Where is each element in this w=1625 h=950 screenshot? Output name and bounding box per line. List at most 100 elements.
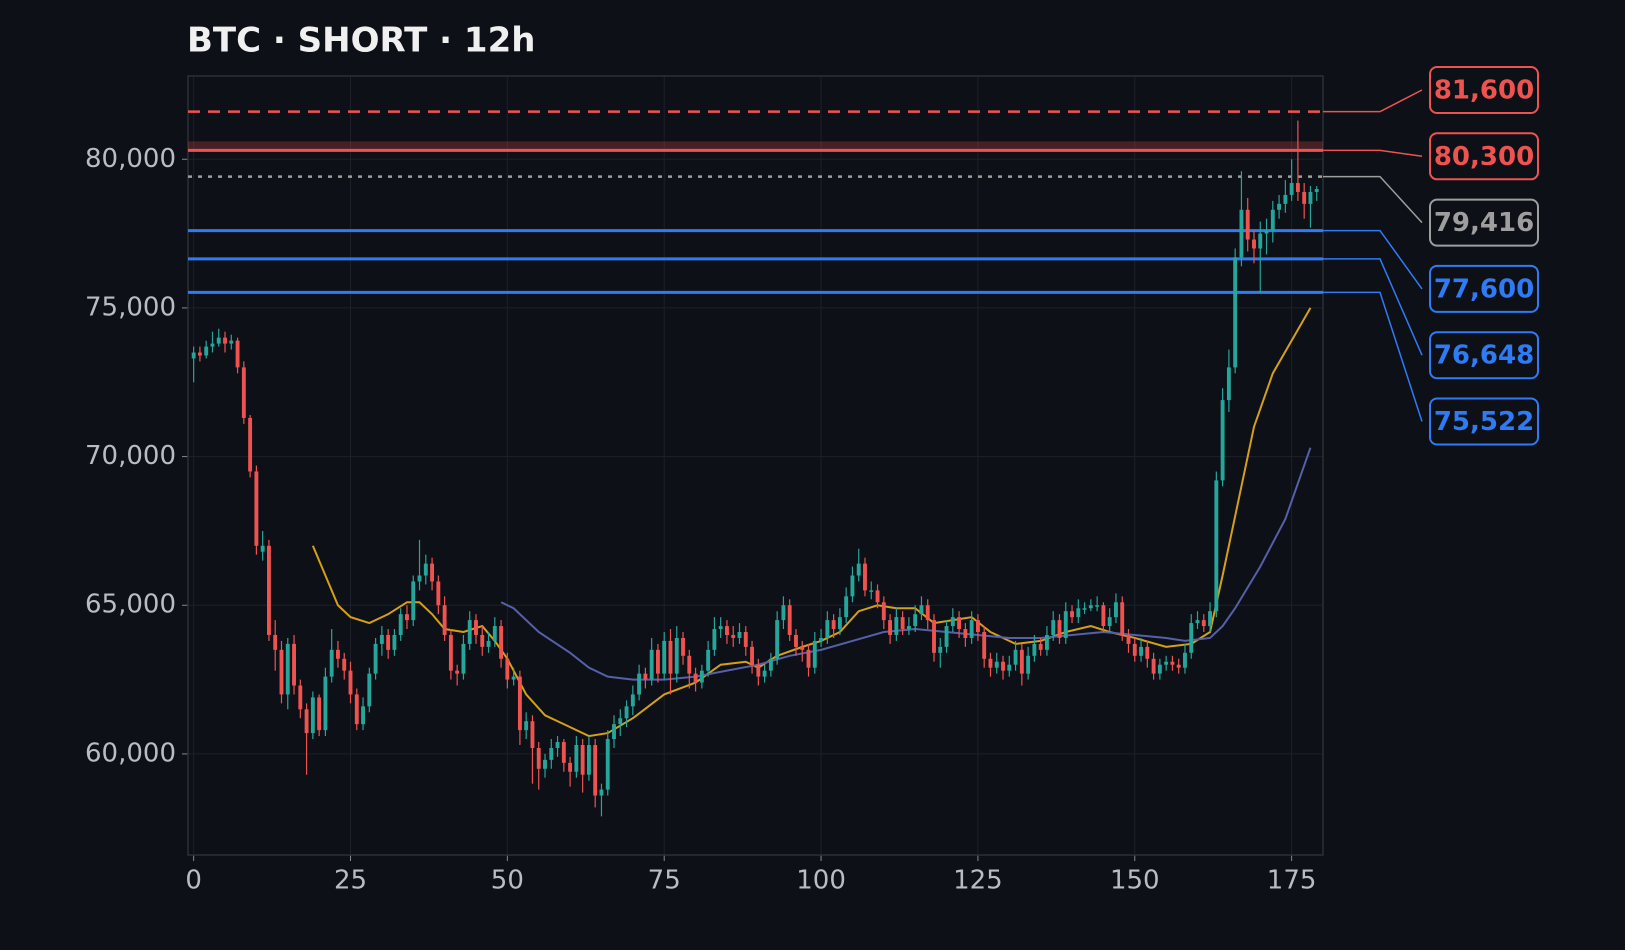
level-label: 81,600 <box>1434 76 1534 106</box>
level-connector <box>1323 229 1423 290</box>
candle-body <box>963 629 968 638</box>
candle-body <box>612 724 616 740</box>
candle-body <box>982 632 987 659</box>
candle-body <box>1114 602 1118 618</box>
candle-body <box>310 697 315 734</box>
candle-body <box>800 646 805 650</box>
candle-body <box>1151 658 1156 674</box>
candle-body <box>348 670 353 695</box>
candle-body <box>875 590 880 603</box>
candle-body <box>888 620 893 635</box>
candle-body <box>1226 367 1231 401</box>
candle-body <box>856 563 861 576</box>
candle-body <box>1019 649 1024 674</box>
candle-body <box>1132 643 1137 656</box>
candle-body <box>913 614 918 627</box>
candle-body <box>524 721 529 731</box>
candle-body <box>480 634 485 647</box>
candle-body <box>549 747 554 760</box>
candle-body <box>593 744 598 796</box>
candle-body <box>442 605 447 635</box>
moving-average-line <box>311 307 1312 738</box>
candle-body <box>1082 608 1087 610</box>
candle-body <box>492 626 497 641</box>
candle-body <box>624 706 629 719</box>
candle-body <box>279 649 284 695</box>
candle-body <box>806 649 811 668</box>
candle-body <box>580 744 585 775</box>
candle-body <box>1233 257 1238 368</box>
candle-body <box>881 602 886 621</box>
candle-body <box>329 649 334 677</box>
candle-body <box>241 367 246 418</box>
level-label: 76,648 <box>1434 341 1534 371</box>
candle-body <box>994 661 999 668</box>
candle-body <box>1283 194 1288 204</box>
candle-body <box>1176 664 1181 668</box>
candle-body <box>1157 664 1162 674</box>
candle-body <box>292 643 296 686</box>
candle-body <box>285 643 290 695</box>
resistance-zone <box>188 141 1323 151</box>
candle-body <box>762 670 767 677</box>
y-tick-label: 75,000 <box>85 292 176 322</box>
level-label: 79,416 <box>1434 208 1534 238</box>
candle-body <box>812 640 817 668</box>
candle-body <box>304 709 309 734</box>
candle-body <box>1277 203 1282 210</box>
candle-body <box>844 596 849 618</box>
candle-body <box>505 658 510 680</box>
level-label: 75,522 <box>1434 407 1534 437</box>
candle-body <box>467 620 472 644</box>
candle-body <box>1170 661 1175 665</box>
candle-body <box>411 581 416 621</box>
candle-body <box>1189 623 1194 653</box>
x-tick-label: 0 <box>185 866 202 896</box>
x-tick-label: 125 <box>953 866 1003 896</box>
candle-body <box>618 718 623 725</box>
level-label-box <box>1429 198 1539 247</box>
candle-body <box>1101 605 1106 627</box>
candle-body <box>932 620 936 653</box>
candle-body <box>530 721 535 748</box>
x-tick-label: 50 <box>491 866 524 896</box>
candle-body <box>869 590 874 592</box>
candle-body <box>756 664 761 677</box>
candle-body <box>1264 230 1269 234</box>
level-label-box <box>1429 397 1539 446</box>
candle-body <box>655 649 660 674</box>
level-label-box <box>1429 66 1539 114</box>
candle-body <box>649 649 654 680</box>
level-label: 80,300 <box>1434 142 1534 172</box>
candle-body <box>223 337 227 344</box>
candle-body <box>1295 183 1300 192</box>
candle-body <box>743 632 748 647</box>
candle-body <box>674 637 679 674</box>
candle-body <box>511 676 516 680</box>
candle-body <box>1164 661 1169 665</box>
candle-body <box>423 563 428 576</box>
candle-body <box>499 626 504 659</box>
candle-body <box>775 620 780 659</box>
candle-body <box>1088 605 1093 609</box>
candle-body <box>900 617 905 630</box>
candle-body <box>586 744 591 775</box>
candle-body <box>392 634 397 650</box>
candle-body <box>373 643 378 674</box>
candle-body <box>1314 188 1319 192</box>
candle-body <box>367 673 372 707</box>
candle-body <box>216 337 221 344</box>
y-tick-label: 60,000 <box>85 738 176 768</box>
candle-body <box>731 634 736 638</box>
candle-body <box>204 346 209 356</box>
candle-body <box>436 581 441 606</box>
candle-body <box>229 340 234 344</box>
y-tick-label: 70,000 <box>85 441 176 471</box>
x-tick-label: 175 <box>1267 866 1317 896</box>
level-connector <box>1323 89 1423 113</box>
candle-body <box>354 694 359 725</box>
candle-body <box>1038 643 1043 650</box>
level-label: 77,600 <box>1434 274 1534 304</box>
